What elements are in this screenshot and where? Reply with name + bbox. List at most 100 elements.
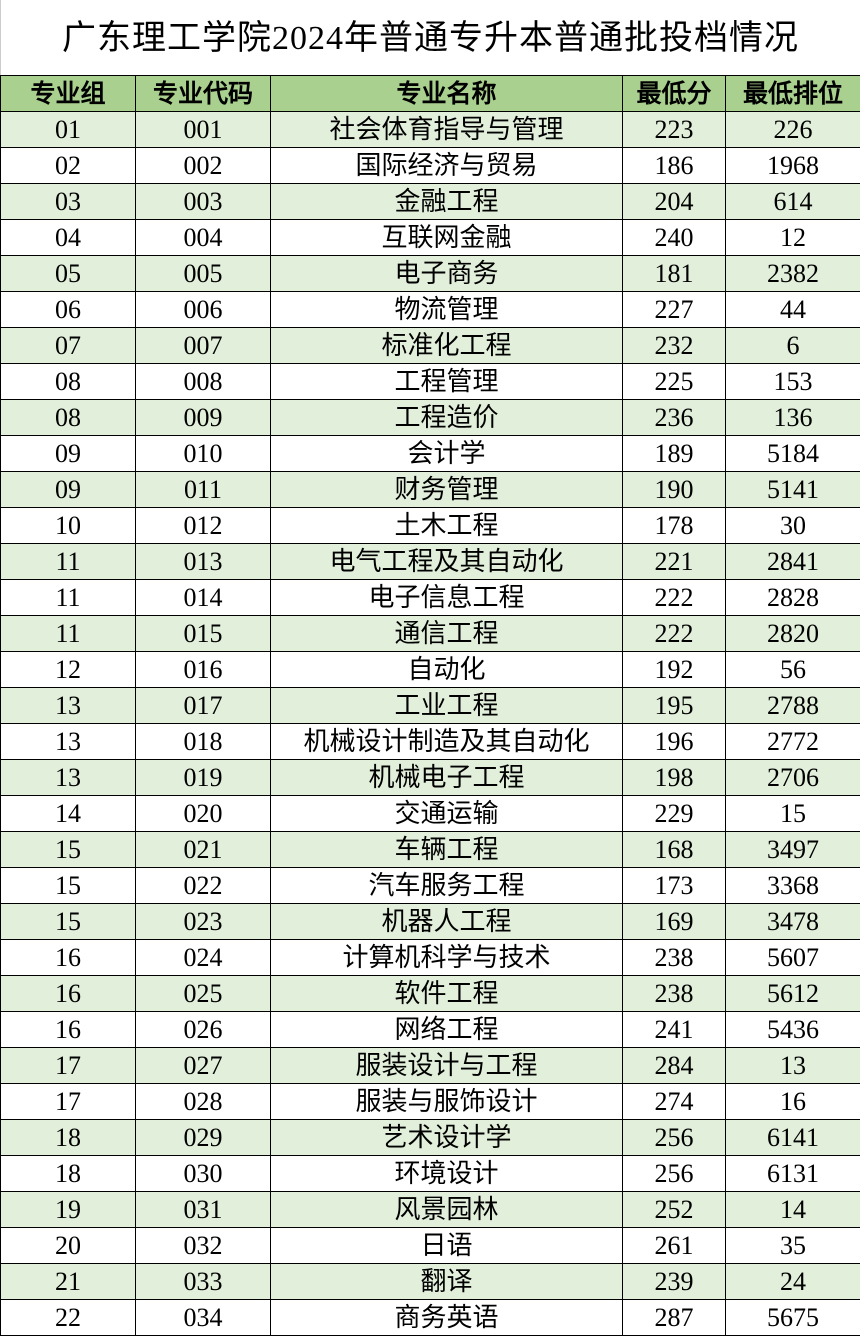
cell-min-rank: 2820 bbox=[726, 616, 860, 652]
cell-min-rank: 5675 bbox=[726, 1300, 860, 1336]
cell-code: 005 bbox=[136, 256, 271, 292]
cell-group: 21 bbox=[1, 1264, 136, 1300]
cell-min-score: 168 bbox=[623, 832, 726, 868]
cell-code: 010 bbox=[136, 436, 271, 472]
cell-major: 软件工程 bbox=[271, 976, 623, 1012]
cell-group: 05 bbox=[1, 256, 136, 292]
cell-group: 17 bbox=[1, 1084, 136, 1120]
cell-min-score: 222 bbox=[623, 580, 726, 616]
cell-group: 01 bbox=[1, 112, 136, 148]
cell-min-rank: 15 bbox=[726, 796, 860, 832]
cell-major: 金融工程 bbox=[271, 184, 623, 220]
cell-major: 网络工程 bbox=[271, 1012, 623, 1048]
cell-min-score: 227 bbox=[623, 292, 726, 328]
cell-group: 15 bbox=[1, 868, 136, 904]
cell-major: 商务英语 bbox=[271, 1300, 623, 1336]
header-major: 专业名称 bbox=[271, 76, 623, 112]
cell-major: 通信工程 bbox=[271, 616, 623, 652]
cell-major: 土木工程 bbox=[271, 508, 623, 544]
cell-min-rank: 6131 bbox=[726, 1156, 860, 1192]
cell-major: 翻译 bbox=[271, 1264, 623, 1300]
cell-min-rank: 2706 bbox=[726, 760, 860, 796]
cell-code: 004 bbox=[136, 220, 271, 256]
cell-group: 13 bbox=[1, 760, 136, 796]
cell-major: 机器人工程 bbox=[271, 904, 623, 940]
cell-min-score: 190 bbox=[623, 472, 726, 508]
cell-code: 017 bbox=[136, 688, 271, 724]
cell-min-score: 274 bbox=[623, 1084, 726, 1120]
cell-min-rank: 226 bbox=[726, 112, 860, 148]
cell-group: 09 bbox=[1, 472, 136, 508]
cell-group: 18 bbox=[1, 1156, 136, 1192]
cell-major: 汽车服务工程 bbox=[271, 868, 623, 904]
cell-min-score: 284 bbox=[623, 1048, 726, 1084]
cell-code: 019 bbox=[136, 760, 271, 796]
cell-group: 11 bbox=[1, 580, 136, 616]
cell-major: 电气工程及其自动化 bbox=[271, 544, 623, 580]
cell-code: 012 bbox=[136, 508, 271, 544]
cell-major: 财务管理 bbox=[271, 472, 623, 508]
cell-major: 艺术设计学 bbox=[271, 1120, 623, 1156]
cell-group: 07 bbox=[1, 328, 136, 364]
cell-code: 011 bbox=[136, 472, 271, 508]
cell-code: 029 bbox=[136, 1120, 271, 1156]
cell-min-score: 173 bbox=[623, 868, 726, 904]
cell-min-score: 204 bbox=[623, 184, 726, 220]
cell-min-rank: 3497 bbox=[726, 832, 860, 868]
cell-min-score: 221 bbox=[623, 544, 726, 580]
cell-group: 06 bbox=[1, 292, 136, 328]
cell-major: 环境设计 bbox=[271, 1156, 623, 1192]
cell-major: 机械电子工程 bbox=[271, 760, 623, 796]
cell-code: 028 bbox=[136, 1084, 271, 1120]
cell-min-score: 236 bbox=[623, 400, 726, 436]
cell-code: 034 bbox=[136, 1300, 271, 1336]
cell-min-score: 189 bbox=[623, 436, 726, 472]
cell-min-rank: 1968 bbox=[726, 148, 860, 184]
cell-major: 风景园林 bbox=[271, 1192, 623, 1228]
cell-major: 服装设计与工程 bbox=[271, 1048, 623, 1084]
cell-min-rank: 5612 bbox=[726, 976, 860, 1012]
cell-group: 16 bbox=[1, 940, 136, 976]
cell-major: 工程管理 bbox=[271, 364, 623, 400]
cell-major: 国际经济与贸易 bbox=[271, 148, 623, 184]
cell-group: 13 bbox=[1, 724, 136, 760]
cell-major: 标准化工程 bbox=[271, 328, 623, 364]
cell-code: 021 bbox=[136, 832, 271, 868]
cell-min-score: 181 bbox=[623, 256, 726, 292]
cell-code: 015 bbox=[136, 616, 271, 652]
cell-code: 032 bbox=[136, 1228, 271, 1264]
cell-min-score: 169 bbox=[623, 904, 726, 940]
cell-group: 22 bbox=[1, 1300, 136, 1336]
cell-min-rank: 2841 bbox=[726, 544, 860, 580]
cell-group: 11 bbox=[1, 544, 136, 580]
cell-min-rank: 13 bbox=[726, 1048, 860, 1084]
cell-min-rank: 16 bbox=[726, 1084, 860, 1120]
cell-min-rank: 136 bbox=[726, 400, 860, 436]
cell-min-score: 223 bbox=[623, 112, 726, 148]
cell-min-score: 238 bbox=[623, 940, 726, 976]
cell-group: 13 bbox=[1, 688, 136, 724]
cell-min-score: 196 bbox=[623, 724, 726, 760]
cell-min-score: 287 bbox=[623, 1300, 726, 1336]
cell-min-rank: 153 bbox=[726, 364, 860, 400]
cell-code: 024 bbox=[136, 940, 271, 976]
cell-code: 027 bbox=[136, 1048, 271, 1084]
cell-min-score: 229 bbox=[623, 796, 726, 832]
cell-min-score: 256 bbox=[623, 1156, 726, 1192]
cell-group: 19 bbox=[1, 1192, 136, 1228]
cell-min-score: 240 bbox=[623, 220, 726, 256]
cell-min-score: 186 bbox=[623, 148, 726, 184]
cell-major: 计算机科学与技术 bbox=[271, 940, 623, 976]
